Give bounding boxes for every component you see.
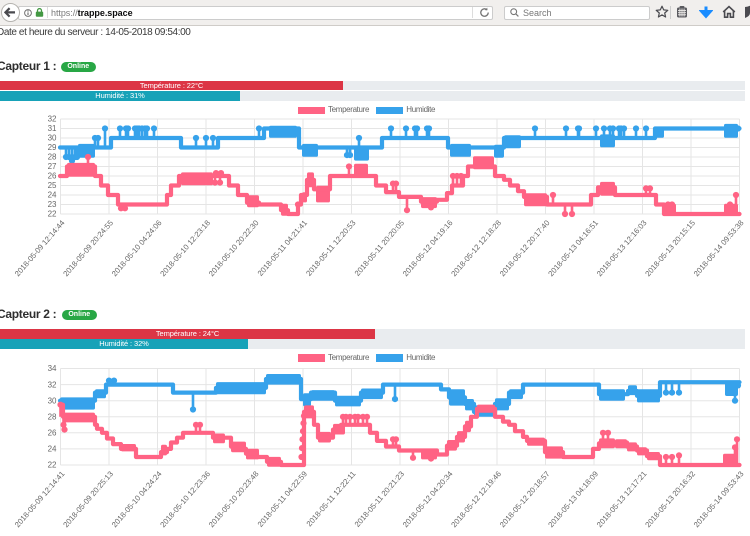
svg-text:2018-05-11 12:20:53: 2018-05-11 12:20:53 bbox=[304, 218, 357, 277]
svg-text:2018-05-14 09:53:38: 2018-05-14 09:53:38 bbox=[692, 218, 746, 278]
svg-text:28: 28 bbox=[48, 153, 57, 162]
svg-text:2018-05-10 20:22:30: 2018-05-10 20:22:30 bbox=[207, 218, 261, 278]
svg-text:2018-05-09 20:25:13: 2018-05-09 20:25:13 bbox=[61, 469, 115, 529]
svg-text:22: 22 bbox=[48, 210, 57, 219]
svg-text:34: 34 bbox=[48, 364, 57, 373]
svg-text:2018-05-11 20:21:23: 2018-05-11 20:21:23 bbox=[353, 469, 406, 528]
svg-text:2018-05-10 12:23:18: 2018-05-10 12:23:18 bbox=[158, 218, 212, 278]
svg-text:27: 27 bbox=[48, 162, 57, 171]
svg-text:23: 23 bbox=[48, 200, 57, 209]
svg-text:2018-05-14 09:53:43: 2018-05-14 09:53:43 bbox=[692, 469, 746, 529]
svg-text:24: 24 bbox=[48, 191, 57, 200]
svg-text:30: 30 bbox=[48, 396, 57, 405]
svg-text:2018-05-10 04:24:06: 2018-05-10 04:24:06 bbox=[110, 218, 164, 278]
svg-text:2018-05-09 12:14:44: 2018-05-09 12:14:44 bbox=[13, 218, 67, 278]
svg-text:2018-05-12 04:20:34: 2018-05-12 04:20:34 bbox=[401, 469, 455, 529]
svg-text:2018-05-10 20:23:48: 2018-05-10 20:23:48 bbox=[207, 469, 261, 529]
svg-text:32: 32 bbox=[48, 115, 57, 124]
svg-text:2018-05-12 04:19:16: 2018-05-12 04:19:16 bbox=[401, 218, 455, 278]
svg-text:2018-05-09 12:14:41: 2018-05-09 12:14:41 bbox=[13, 469, 67, 529]
svg-text:25: 25 bbox=[48, 181, 57, 190]
svg-text:26: 26 bbox=[48, 429, 57, 438]
svg-text:2018-05-11 12:22:11: 2018-05-11 12:22:11 bbox=[305, 469, 358, 528]
svg-text:2018-05-13 04:18:09: 2018-05-13 04:18:09 bbox=[546, 469, 600, 529]
svg-text:2018-05-12 20:18:57: 2018-05-12 20:18:57 bbox=[498, 469, 552, 529]
svg-text:24: 24 bbox=[48, 445, 57, 454]
svg-text:28: 28 bbox=[48, 412, 57, 421]
svg-text:2018-05-12 12:19:46: 2018-05-12 12:19:46 bbox=[449, 469, 503, 529]
svg-text:2018-05-11 20:20:05: 2018-05-11 20:20:05 bbox=[353, 218, 406, 277]
svg-text:2018-05-13 12:17:21: 2018-05-13 12:17:21 bbox=[595, 469, 649, 529]
svg-text:32: 32 bbox=[48, 380, 57, 389]
svg-text:2018-05-13 20:16:32: 2018-05-13 20:16:32 bbox=[643, 469, 697, 529]
svg-text:2018-05-09 20:24:55: 2018-05-09 20:24:55 bbox=[61, 218, 115, 278]
svg-text:2018-05-10 12:23:36: 2018-05-10 12:23:36 bbox=[158, 469, 212, 529]
svg-text:2018-05-13 20:15:15: 2018-05-13 20:15:15 bbox=[643, 218, 697, 278]
svg-text:2018-05-10 04:24:24: 2018-05-10 04:24:24 bbox=[110, 469, 164, 529]
svg-text:26: 26 bbox=[48, 172, 57, 181]
svg-text:22: 22 bbox=[48, 461, 57, 470]
svg-text:2018-05-12 12:18:28: 2018-05-12 12:18:28 bbox=[449, 218, 503, 278]
svg-text:29: 29 bbox=[48, 143, 57, 152]
svg-text:2018-05-13 12:16:03: 2018-05-13 12:16:03 bbox=[595, 218, 649, 278]
svg-text:2018-05-13 04:16:51: 2018-05-13 04:16:51 bbox=[546, 218, 600, 278]
svg-text:2018-05-12 20:17:40: 2018-05-12 20:17:40 bbox=[498, 218, 552, 278]
svg-text:31: 31 bbox=[48, 124, 57, 133]
svg-text:30: 30 bbox=[48, 134, 57, 143]
svg-text:2018-05-11 04:22:59: 2018-05-11 04:22:59 bbox=[256, 469, 309, 528]
svg-text:2018-05-11 04:21:41: 2018-05-11 04:21:41 bbox=[256, 218, 309, 277]
